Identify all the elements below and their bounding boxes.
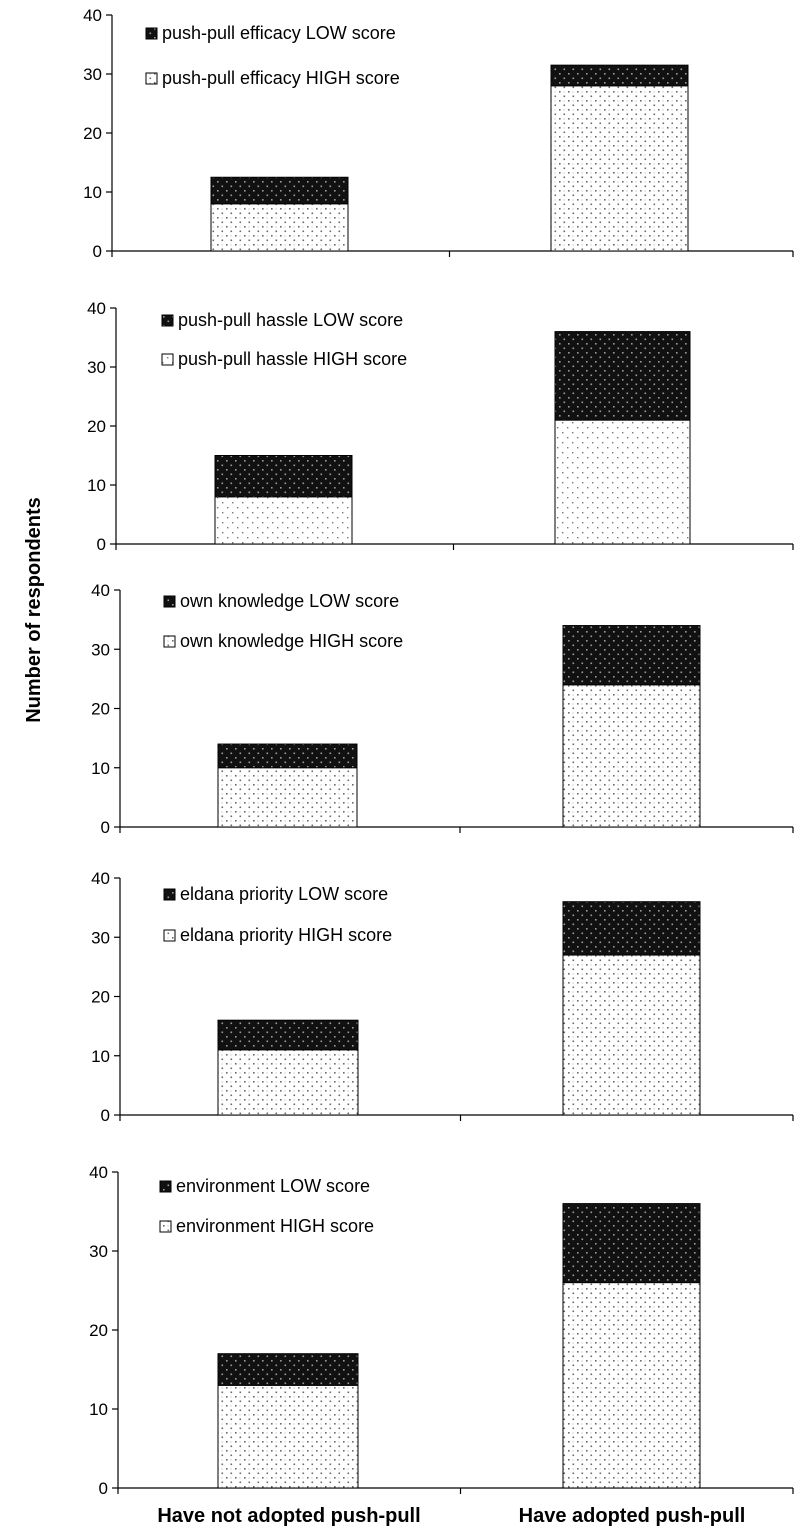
legend-label: push-pull efficacy LOW score (162, 23, 396, 43)
y-tick-label: 40 (91, 869, 110, 888)
y-tick-label: 10 (87, 476, 106, 495)
y-tick-label: 20 (89, 1321, 108, 1340)
y-tick-label: 10 (91, 759, 110, 778)
y-tick-label: 20 (91, 988, 110, 1007)
legend-label: push-pull hassle HIGH score (178, 349, 407, 369)
bar-low-score (217, 743, 358, 769)
bar-low-score (562, 625, 701, 686)
legend-label: own knowledge LOW score (180, 591, 399, 611)
bar-low-score (217, 1353, 359, 1386)
legend-swatch-low (159, 1180, 172, 1193)
legend-swatch-low (161, 314, 174, 327)
y-tick-label: 20 (83, 124, 102, 143)
y-tick-label: 0 (101, 1106, 110, 1125)
y-tick-label: 40 (83, 6, 102, 25)
y-tick-label: 30 (91, 928, 110, 947)
y-tick-label: 40 (89, 1163, 108, 1182)
bar-high-score (217, 767, 358, 828)
y-tick-label: 30 (87, 358, 106, 377)
panels-layer: 0 10 20 30 40 push-pull efficacy LOW score pus… (83, 6, 794, 1498)
legend-label: eldana priority LOW score (180, 884, 388, 904)
panel-2: 0 10 20 30 40 push-pull hassle LOW score push-… (87, 299, 794, 554)
legend-label: environment HIGH score (176, 1216, 374, 1236)
panel-1: 0 10 20 30 40 push-pull efficacy LOW score pus… (83, 6, 794, 261)
y-tick-label: 0 (97, 535, 106, 554)
bar-low-score (217, 1019, 359, 1051)
legend-swatch-low (163, 595, 176, 608)
bar-low-score (554, 331, 691, 421)
panel-3: 0 10 20 30 40 own knowledge LOW score own know… (91, 581, 794, 837)
bar-high-score (217, 1384, 359, 1489)
legend-swatch-high (161, 353, 174, 366)
bar-low-score (562, 1203, 701, 1284)
bar-high-score (550, 85, 689, 252)
legend-swatch-low (145, 27, 158, 40)
bar-high-score (562, 954, 701, 1116)
y-tick-label: 0 (93, 242, 102, 261)
category-label-not-adopted: Have not adopted push-pull (157, 1505, 420, 1527)
bar-low-score (214, 455, 353, 498)
y-tick-label: 10 (83, 183, 102, 202)
y-tick-label: 10 (89, 1400, 108, 1419)
y-tick-label: 0 (101, 818, 110, 837)
legend-label: eldana priority HIGH score (180, 925, 392, 945)
y-tick-label: 30 (89, 1242, 108, 1261)
legend-swatch-high (159, 1220, 172, 1233)
category-label-adopted: Have adopted push-pull (519, 1505, 746, 1527)
y-axis-title: Number of respondents (23, 497, 45, 723)
y-tick-label: 20 (87, 417, 106, 436)
legend-label: push-pull hassle LOW score (178, 310, 403, 330)
panel-5: 0 10 20 30 40 environment LOW score environmen… (89, 1163, 794, 1498)
bar-high-score (210, 203, 349, 252)
y-tick-label: 30 (83, 65, 102, 84)
legend-swatch-high (163, 929, 176, 942)
bar-high-score (562, 1282, 701, 1489)
bar-low-score (562, 901, 701, 956)
bar-low-score (550, 64, 689, 87)
y-tick-label: 30 (91, 640, 110, 659)
y-tick-label: 40 (91, 581, 110, 600)
legend-swatch-low (163, 888, 176, 901)
legend-label: environment LOW score (176, 1176, 370, 1196)
bar-high-score (562, 684, 701, 828)
legend-swatch-high (163, 635, 176, 648)
bar-high-score (217, 1049, 359, 1116)
legend-label: push-pull efficacy HIGH score (162, 68, 400, 88)
bar-high-score (554, 419, 691, 545)
bar-low-score (210, 176, 349, 205)
y-tick-label: 40 (87, 299, 106, 318)
y-tick-label: 10 (91, 1047, 110, 1066)
bar-high-score (214, 496, 353, 545)
panel-4: 0 10 20 30 40 eldana priority LOW score eldana… (91, 869, 794, 1125)
legend-swatch-high (145, 72, 158, 85)
y-tick-label: 20 (91, 700, 110, 719)
y-tick-label: 0 (99, 1479, 108, 1498)
legend-label: own knowledge HIGH score (180, 631, 403, 651)
